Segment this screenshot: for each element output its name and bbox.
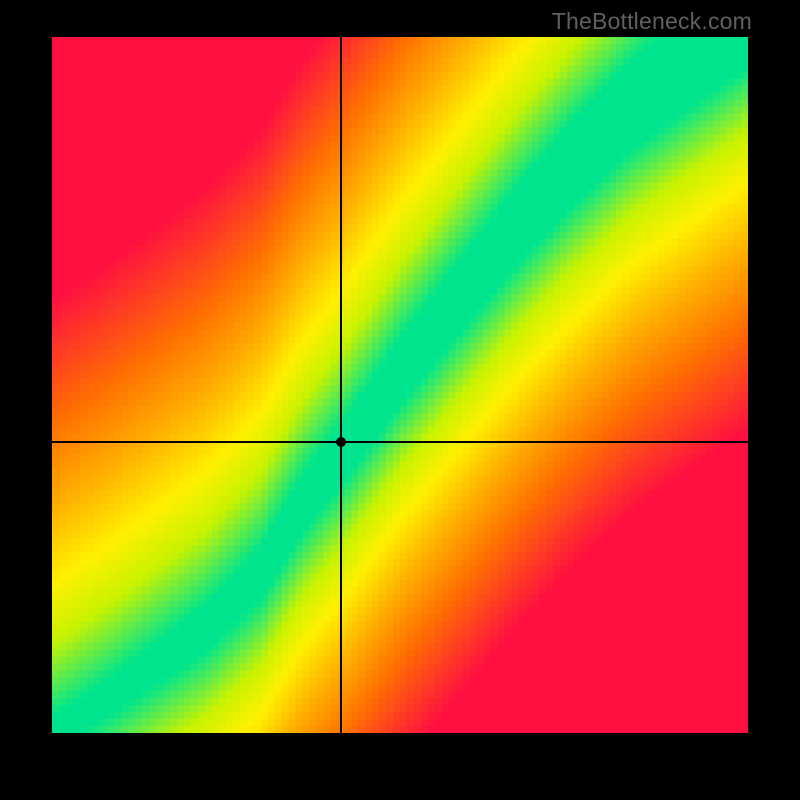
crosshair-vertical [340,37,342,733]
watermark-text: TheBottleneck.com [552,8,752,35]
bottleneck-heatmap [52,37,748,733]
crosshair-marker [336,437,346,447]
crosshair-horizontal [52,441,748,443]
